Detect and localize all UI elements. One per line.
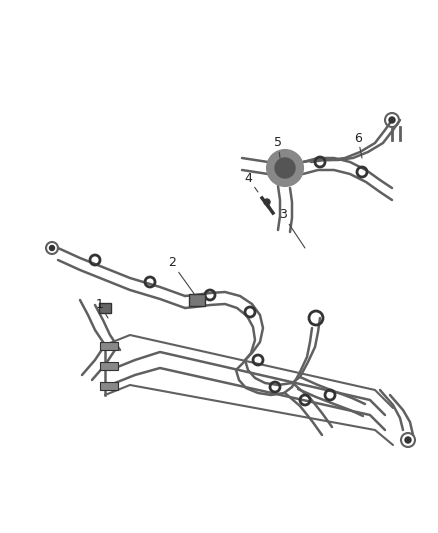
Circle shape xyxy=(275,158,295,178)
Text: 3: 3 xyxy=(279,208,305,248)
Bar xyxy=(100,362,118,370)
Circle shape xyxy=(49,246,54,251)
Text: 6: 6 xyxy=(354,132,362,158)
Bar xyxy=(99,303,111,313)
Text: 1: 1 xyxy=(96,298,108,318)
Circle shape xyxy=(405,437,411,443)
Circle shape xyxy=(267,150,303,186)
Text: 5: 5 xyxy=(274,136,282,158)
Circle shape xyxy=(264,199,270,205)
Text: 4: 4 xyxy=(244,172,258,192)
Text: 2: 2 xyxy=(168,256,195,295)
Bar xyxy=(189,294,205,306)
Circle shape xyxy=(389,117,395,123)
Bar xyxy=(100,342,118,350)
Bar xyxy=(100,382,118,390)
